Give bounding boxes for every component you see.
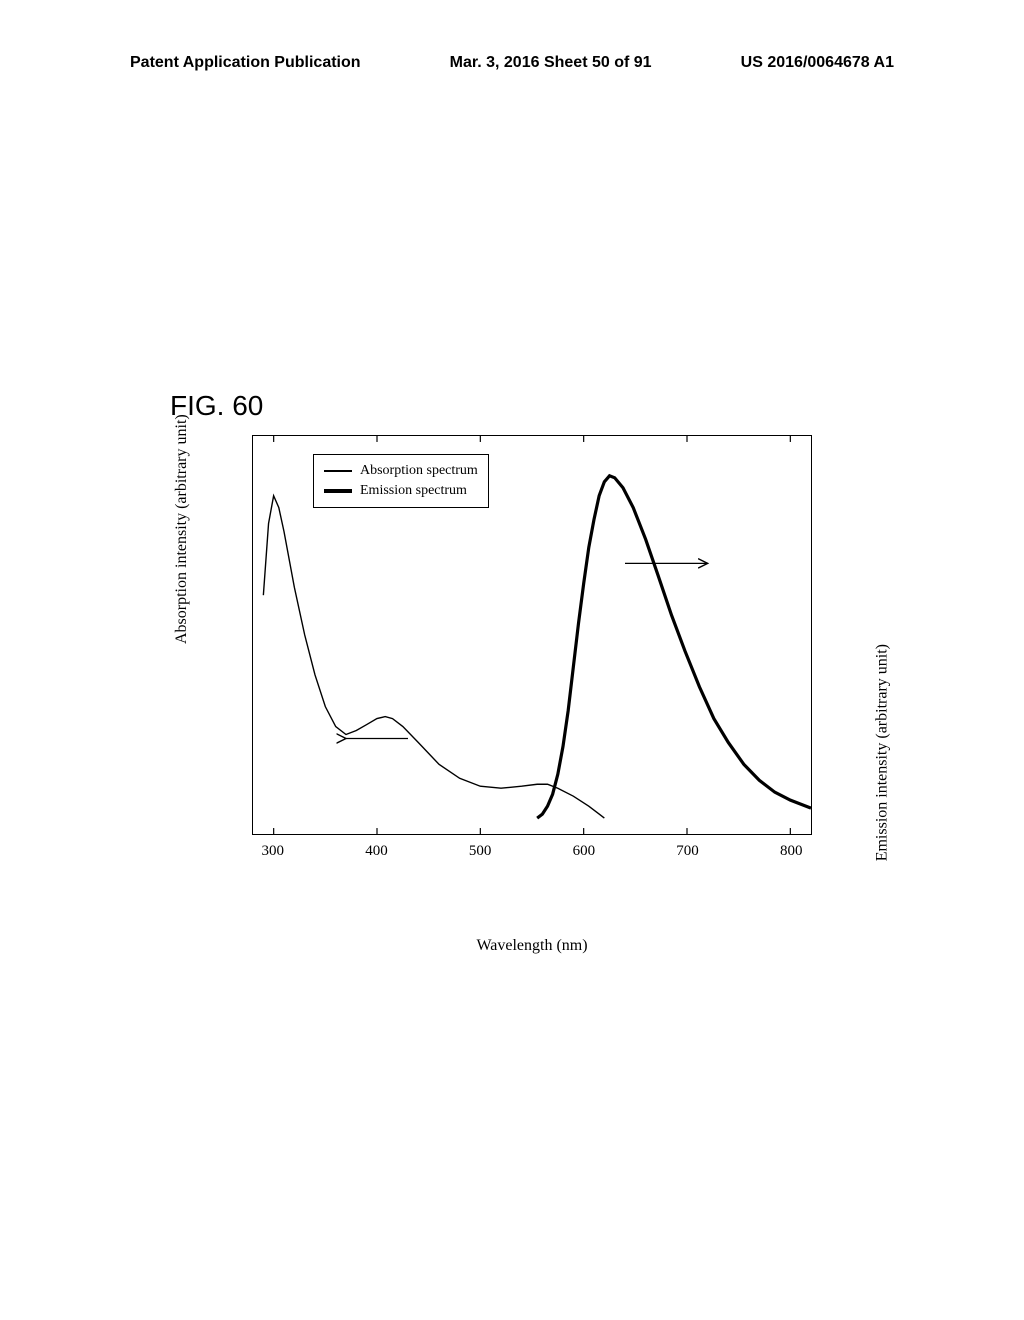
x-axis-label: Wavelength (nm) xyxy=(476,937,587,955)
figure-60: FIG. 60 Absorption intensity (arbitrary … xyxy=(170,390,870,920)
x-axis-ticks: 300 400 500 600 700 800 xyxy=(252,837,812,867)
legend-swatch-thick xyxy=(324,489,352,493)
header-center: Mar. 3, 2016 Sheet 50 of 91 xyxy=(450,54,652,72)
x-tick-label: 400 xyxy=(365,843,388,860)
emission-curve xyxy=(537,476,811,818)
legend-label-absorption: Absorption spectrum xyxy=(360,461,478,481)
patent-header: Patent Application Publication Mar. 3, 2… xyxy=(0,54,1024,72)
x-tick-label: 800 xyxy=(780,843,803,860)
y-axis-label-right: Emission intensity (arbitrary unit) xyxy=(873,644,891,861)
header-right: US 2016/0064678 A1 xyxy=(741,54,894,72)
legend-row-emission: Emission spectrum xyxy=(324,481,478,501)
header-left: Patent Application Publication xyxy=(130,54,361,72)
legend: Absorption spectrum Emission spectrum xyxy=(313,454,489,508)
x-tick-label: 600 xyxy=(573,843,596,860)
plot-area: Absorption spectrum Emission spectrum xyxy=(252,435,812,835)
legend-row-absorption: Absorption spectrum xyxy=(324,461,478,481)
absorption-curve xyxy=(263,496,604,818)
x-tick-label: 300 xyxy=(261,843,284,860)
legend-label-emission: Emission spectrum xyxy=(360,481,467,501)
y-axis-label-left: Absorption intensity (arbitrary unit) xyxy=(173,414,191,644)
x-tick-label: 700 xyxy=(676,843,699,860)
legend-swatch-thin xyxy=(324,470,352,472)
x-tick-label: 500 xyxy=(469,843,492,860)
chart-container: Absorption intensity (arbitrary unit) Em… xyxy=(212,435,852,905)
